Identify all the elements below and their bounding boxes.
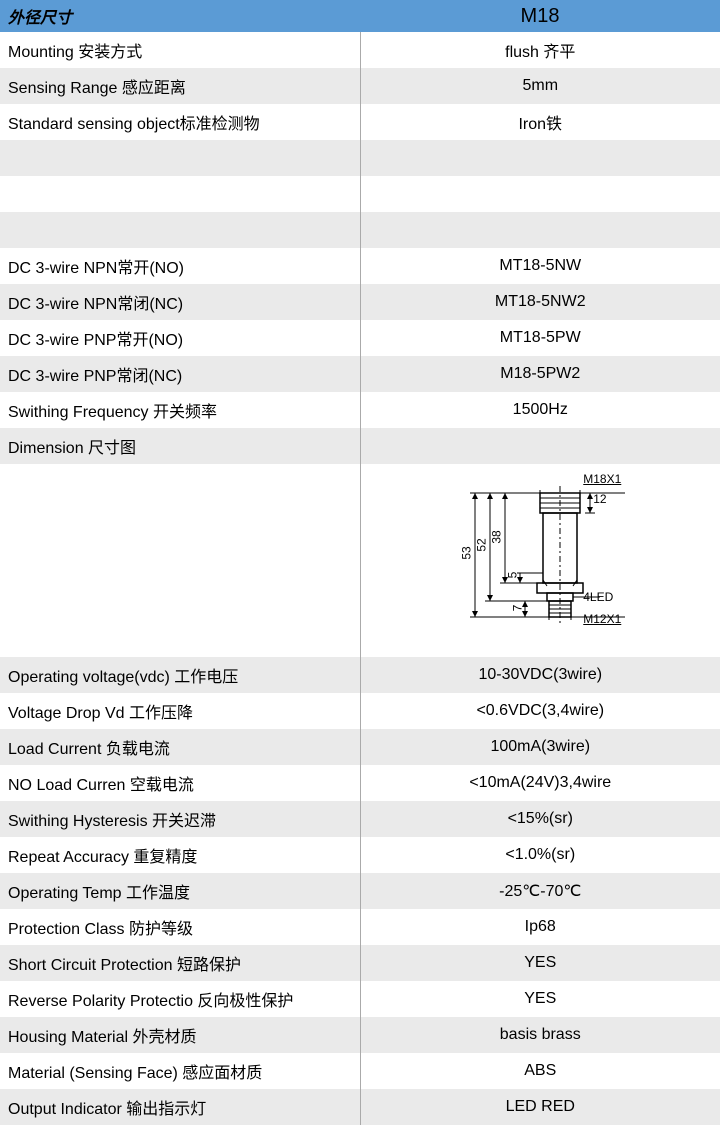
header-label: 外径尺寸 [0, 0, 360, 32]
spec-value: Ip68 [360, 909, 720, 945]
spec-row: DC 3-wire PNP常开(NO)MT18-5PW [0, 320, 720, 356]
header-value: M18 [360, 0, 720, 32]
spec-row: Sensing Range 感应距离5mm [0, 68, 720, 104]
spec-row: Operating voltage(vdc) 工作电压10-30VDC(3wir… [0, 657, 720, 693]
spec-value: Iron铁 [360, 104, 720, 140]
spec-value: 1500Hz [360, 392, 720, 428]
dim-53: 53 [460, 546, 474, 559]
spec-label: Sensing Range 感应距离 [0, 68, 360, 104]
dimension-diagram-cell: M18X1 12 53 52 38 5 7 4LED M12X1 [360, 464, 720, 657]
spec-label: Housing Material 外壳材质 [0, 1017, 360, 1053]
spec-label: Swithing Hysteresis 开关迟滞 [0, 801, 360, 837]
spec-value: YES [360, 981, 720, 1017]
spec-row: DC 3-wire NPN常开(NO)MT18-5NW [0, 248, 720, 284]
spec-value: 100mA(3wire) [360, 729, 720, 765]
spec-value: <10mA(24V)3,4wire [360, 765, 720, 801]
dim-12: 12 [593, 492, 606, 506]
spec-label: Operating voltage(vdc) 工作电压 [0, 657, 360, 693]
dimension-diagram-row: M18X1 12 53 52 38 5 7 4LED M12X1 [0, 464, 720, 657]
spec-row: Short Circuit Protection 短路保护YES [0, 945, 720, 981]
spec-label: Voltage Drop Vd 工作压降 [0, 693, 360, 729]
spec-row: Dimension 尺寸图 [0, 428, 720, 464]
spec-label [0, 212, 360, 248]
spec-label: DC 3-wire PNP常开(NO) [0, 320, 360, 356]
spec-value: MT18-5NW [360, 248, 720, 284]
spec-label: DC 3-wire NPN常开(NO) [0, 248, 360, 284]
spec-value: flush 齐平 [360, 32, 720, 68]
spec-value: 5mm [360, 68, 720, 104]
dim-led: 4LED [583, 590, 613, 604]
spec-label: Operating Temp 工作温度 [0, 873, 360, 909]
spec-label: Repeat Accuracy 重复精度 [0, 837, 360, 873]
spec-label: Dimension 尺寸图 [0, 428, 360, 464]
spec-label: Standard sensing object标准检测物 [0, 104, 360, 140]
spec-row: Output Indicator 输出指示灯LED RED [0, 1089, 720, 1125]
spec-row: Protection Class 防护等级Ip68 [0, 909, 720, 945]
spec-label: Protection Class 防护等级 [0, 909, 360, 945]
spec-value: <0.6VDC(3,4wire) [360, 693, 720, 729]
spec-value: 10-30VDC(3wire) [360, 657, 720, 693]
spec-value: -25℃-70℃ [360, 873, 720, 909]
spec-value: basis brass [360, 1017, 720, 1053]
spec-value [360, 140, 720, 176]
spec-value: MT18-5PW [360, 320, 720, 356]
spec-label: Material (Sensing Face) 感应面材质 [0, 1053, 360, 1089]
spec-value [360, 428, 720, 464]
spec-row: Material (Sensing Face) 感应面材质ABS [0, 1053, 720, 1089]
spec-value: YES [360, 945, 720, 981]
dim-bottom-label: M12X1 [583, 612, 621, 626]
spec-value: <15%(sr) [360, 801, 720, 837]
spec-row: Mounting 安装方式flush 齐平 [0, 32, 720, 68]
spec-label: DC 3-wire NPN常闭(NC) [0, 284, 360, 320]
dim-7: 7 [511, 605, 525, 612]
spec-value: <1.0%(sr) [360, 837, 720, 873]
spec-row [0, 140, 720, 176]
spec-value: MT18-5NW2 [360, 284, 720, 320]
spec-value: M18-5PW2 [360, 356, 720, 392]
spec-value: LED RED [360, 1089, 720, 1125]
spec-row: Standard sensing object标准检测物Iron铁 [0, 104, 720, 140]
spec-row: Reverse Polarity Protectio 反向极性保护YES [0, 981, 720, 1017]
spec-row: DC 3-wire NPN常闭(NC)MT18-5NW2 [0, 284, 720, 320]
spec-row: Swithing Frequency 开关频率1500Hz [0, 392, 720, 428]
spec-row: Voltage Drop Vd 工作压降<0.6VDC(3,4wire) [0, 693, 720, 729]
spec-row: Swithing Hysteresis 开关迟滞<15%(sr) [0, 801, 720, 837]
dim-5: 5 [506, 572, 520, 579]
dim-52: 52 [475, 538, 489, 551]
spec-table: 外径尺寸 M18 Mounting 安装方式flush 齐平Sensing Ra… [0, 0, 720, 1125]
spec-label: Output Indicator 输出指示灯 [0, 1089, 360, 1125]
spec-label: Mounting 安装方式 [0, 32, 360, 68]
spec-label: Swithing Frequency 开关频率 [0, 392, 360, 428]
spec-label [0, 176, 360, 212]
spec-label: Load Current 负载电流 [0, 729, 360, 765]
spec-row: Housing Material 外壳材质basis brass [0, 1017, 720, 1053]
dim-38: 38 [490, 530, 504, 543]
spec-row: Repeat Accuracy 重复精度<1.0%(sr) [0, 837, 720, 873]
spec-row: DC 3-wire PNP常闭(NC)M18-5PW2 [0, 356, 720, 392]
spec-row [0, 212, 720, 248]
spec-value: ABS [360, 1053, 720, 1089]
spec-row: NO Load Curren 空载电流<10mA(24V)3,4wire [0, 765, 720, 801]
spec-row [0, 176, 720, 212]
spec-value [360, 212, 720, 248]
spec-value [360, 176, 720, 212]
spec-label: Reverse Polarity Protectio 反向极性保护 [0, 981, 360, 1017]
spec-label: NO Load Curren 空载电流 [0, 765, 360, 801]
spec-label [0, 140, 360, 176]
dimension-diagram: M18X1 12 53 52 38 5 7 4LED M12X1 [425, 468, 655, 648]
spec-row: Load Current 负载电流100mA(3wire) [0, 729, 720, 765]
dim-top-label: M18X1 [583, 472, 621, 486]
spec-row: Operating Temp 工作温度-25℃-70℃ [0, 873, 720, 909]
spec-label: DC 3-wire PNP常闭(NC) [0, 356, 360, 392]
spec-label: Short Circuit Protection 短路保护 [0, 945, 360, 981]
header-row: 外径尺寸 M18 [0, 0, 720, 32]
